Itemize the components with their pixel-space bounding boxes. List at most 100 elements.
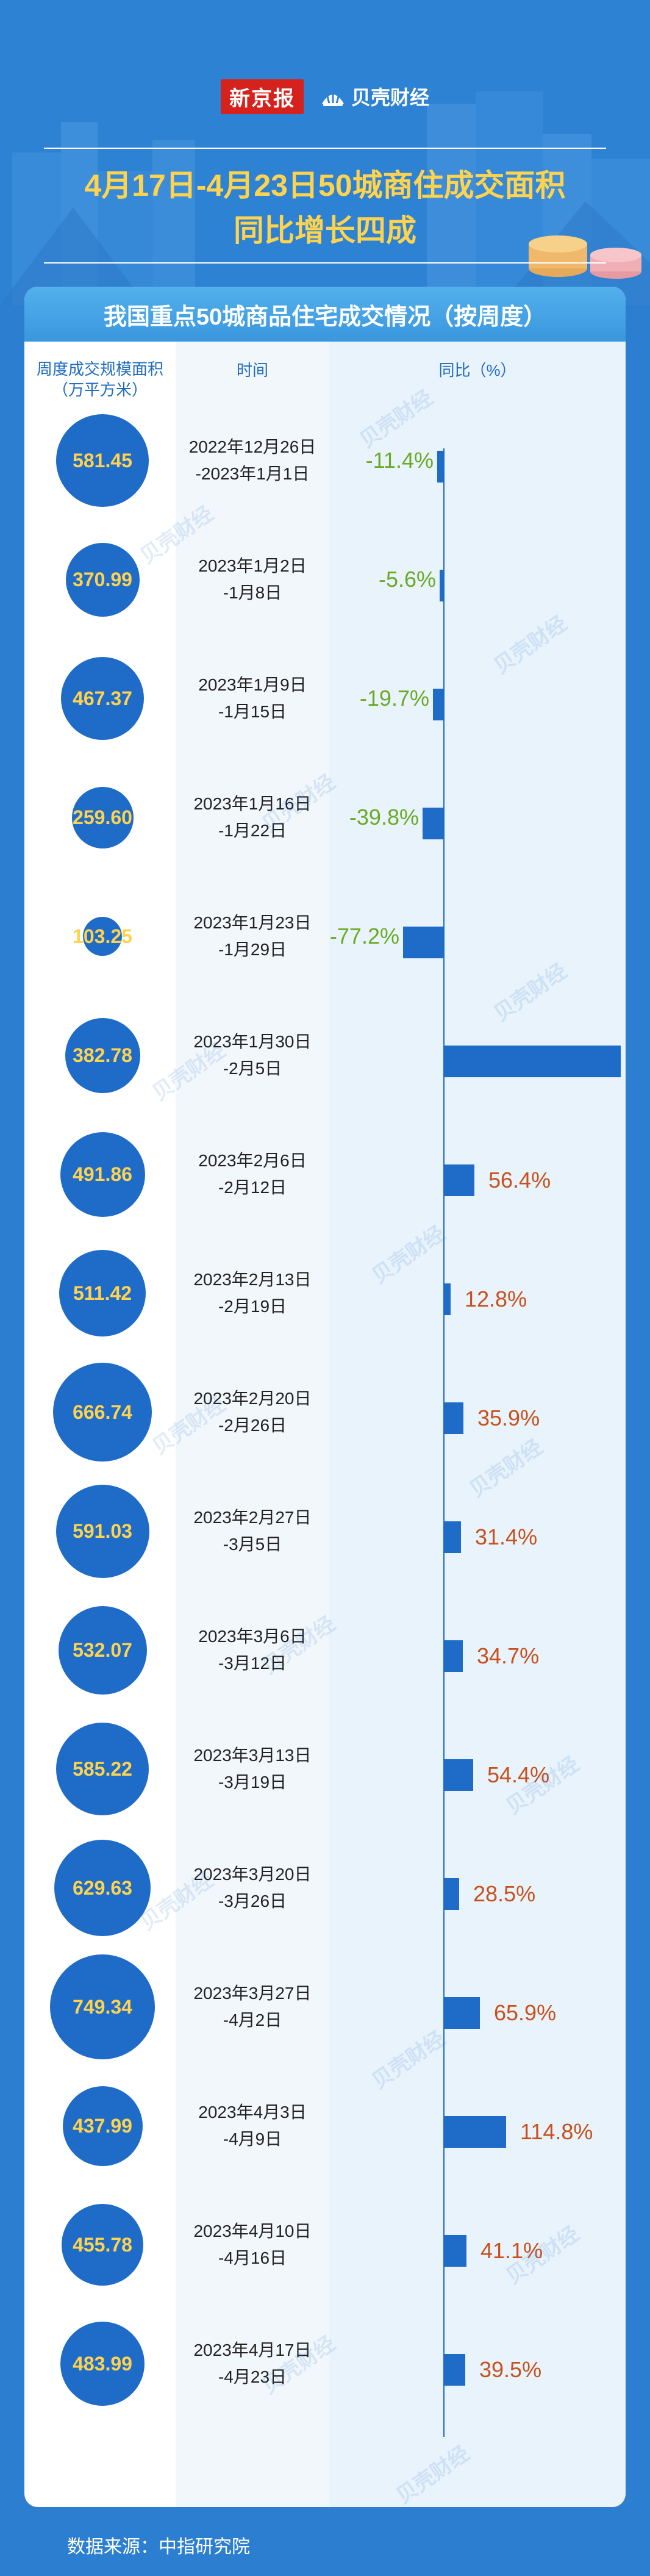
time-label-start: 2023年3月6日 bbox=[198, 1627, 307, 1646]
header-area: 周度成交规模面积 （万平方米） bbox=[24, 359, 176, 400]
yoy-bar bbox=[444, 2235, 466, 2267]
area-circle: 591.03 bbox=[55, 1484, 149, 1578]
time-label-end: -2月12日 bbox=[218, 1178, 287, 1197]
yoy-label: 114.8% bbox=[520, 2119, 593, 2144]
time-label: 2023年2月13日 -2月19日 bbox=[176, 1266, 329, 1320]
title-rule-bottom bbox=[44, 262, 606, 264]
chart-panel: 我国重点50城商品住宅成交情况（按周度） 周度成交规模面积 （万平方米） 时间 … bbox=[24, 287, 626, 2507]
area-circle: 259.60 bbox=[71, 786, 134, 849]
area-circle: 483.99 bbox=[60, 2322, 145, 2406]
time-label: 2022年12月26日 -2023年1月1日 bbox=[176, 434, 329, 487]
time-label-end: -3月19日 bbox=[218, 1773, 287, 1792]
yoy-label: -77.2% bbox=[329, 924, 399, 949]
beike-finance-text: 贝壳财经 bbox=[351, 87, 429, 109]
time-label: 2023年2月6日 -2月12日 bbox=[176, 1147, 329, 1201]
yoy-label: -19.7% bbox=[359, 686, 429, 711]
time-label-start: 2023年2月27日 bbox=[193, 1508, 312, 1527]
time-label: 2023年4月10日 -4月16日 bbox=[176, 2218, 329, 2272]
area-circle: 467.37 bbox=[61, 657, 144, 740]
yoy-bar bbox=[444, 2116, 506, 2148]
time-label-start: 2023年4月10日 bbox=[193, 2222, 312, 2241]
time-label-end: -2月26日 bbox=[218, 1416, 287, 1435]
time-label: 2023年1月16日 -1月22日 bbox=[176, 791, 329, 844]
yoy-bar bbox=[423, 808, 443, 839]
time-label-start: 2023年1月9日 bbox=[198, 675, 307, 694]
yoy-bar bbox=[444, 1402, 463, 1434]
time-label-end: -2月19日 bbox=[218, 1297, 287, 1316]
time-label-end: -1月8日 bbox=[223, 583, 282, 602]
yoy-label: 31.4% bbox=[475, 1524, 538, 1549]
time-label-end: -4月16日 bbox=[218, 2248, 287, 2267]
title-line-1: 4月17日-4月23日50城商住成交面积 bbox=[84, 168, 566, 203]
yoy-label: 56.4% bbox=[488, 1168, 551, 1193]
time-label-start: 2023年4月17日 bbox=[193, 2341, 312, 2359]
area-circle: 437.99 bbox=[62, 2086, 143, 2166]
header-time: 时间 bbox=[236, 361, 268, 379]
time-label-end: -1月29日 bbox=[218, 940, 287, 959]
yoy-label: 65.9% bbox=[494, 2000, 557, 2025]
yoy-label: 12.8% bbox=[465, 1286, 527, 1311]
title-line-2: 同比增长四成 bbox=[234, 213, 416, 248]
area-circle: 455.78 bbox=[62, 2204, 143, 2286]
yoy-bar bbox=[444, 2354, 465, 2386]
area-circle: 382.78 bbox=[65, 1017, 140, 1093]
area-circle: 491.86 bbox=[60, 1132, 145, 1217]
area-circle: 749.34 bbox=[50, 1954, 155, 2059]
time-label-start: 2023年4月3日 bbox=[198, 2103, 307, 2122]
panel-title: 我国重点50城商品住宅成交情况（按周度） bbox=[24, 287, 626, 342]
yoy-bar bbox=[444, 1759, 473, 1791]
area-circle: 581.45 bbox=[56, 414, 149, 507]
time-label-start: 2023年3月20日 bbox=[193, 1865, 312, 1884]
time-label-end: -4月2日 bbox=[223, 2011, 282, 2029]
time-label-end: -2月5日 bbox=[223, 1059, 282, 1078]
time-label: 2023年3月13日 -3月19日 bbox=[176, 1742, 329, 1796]
area-circle: 103.25 bbox=[73, 917, 132, 956]
time-label: 2023年3月6日 -3月12日 bbox=[176, 1623, 329, 1677]
time-label: 2023年2月20日 -2月26日 bbox=[176, 1385, 329, 1439]
time-label-end: -3月5日 bbox=[223, 1535, 282, 1554]
xinjingbao-logo: 新京报 bbox=[220, 79, 304, 114]
yoy-bar bbox=[433, 689, 443, 720]
time-label-start: 2023年2月20日 bbox=[193, 1389, 312, 1408]
time-label-end: -3月26日 bbox=[218, 1892, 287, 1910]
time-label-end: -3月12日 bbox=[218, 1654, 287, 1673]
time-label-start: 2023年2月6日 bbox=[198, 1151, 307, 1170]
time-label: 2023年3月27日 -4月2日 bbox=[176, 1980, 329, 2034]
time-label-end: -1月15日 bbox=[218, 702, 287, 721]
time-label-end: -2023年1月1日 bbox=[195, 464, 310, 483]
yoy-bar bbox=[444, 1521, 461, 1553]
yoy-label: 39.5% bbox=[479, 2357, 542, 2382]
time-label: 2023年1月23日 -1月29日 bbox=[176, 909, 329, 963]
yoy-label: -11.4% bbox=[365, 448, 434, 473]
yoy-bar bbox=[437, 451, 443, 483]
yoy-label: 41.1% bbox=[480, 2238, 543, 2263]
yoy-bar bbox=[444, 1283, 451, 1315]
area-circle: 511.42 bbox=[59, 1250, 146, 1336]
time-label: 2023年4月3日 -4月9日 bbox=[176, 2099, 329, 2153]
time-label-start: 2023年1月30日 bbox=[193, 1032, 312, 1051]
header-area-line2: （万平方米） bbox=[52, 381, 148, 399]
yoy-label: -39.8% bbox=[349, 805, 419, 830]
shell-icon bbox=[321, 89, 344, 106]
time-label-start: 2022年12月26日 bbox=[188, 437, 316, 456]
yoy-bar bbox=[444, 1640, 463, 1672]
yoy-bar bbox=[444, 1997, 480, 2029]
time-label: 2023年4月17日 -4月23日 bbox=[176, 2337, 329, 2391]
yoy-bar bbox=[440, 570, 443, 601]
area-circle: 532.07 bbox=[58, 1606, 147, 1695]
time-label-start: 2023年3月13日 bbox=[193, 1746, 312, 1765]
header-area-line1: 周度成交规模面积 bbox=[36, 360, 163, 378]
data-source: 数据来源：中指研究院 bbox=[67, 2537, 250, 2557]
title-rule-top bbox=[44, 148, 606, 149]
beike-finance-logo: 贝壳财经 bbox=[320, 82, 429, 110]
area-circle: 585.22 bbox=[56, 1723, 149, 1815]
time-label-start: 2023年1月16日 bbox=[193, 794, 312, 813]
time-column-bg bbox=[176, 342, 329, 2507]
yoy-label: 54.4% bbox=[487, 1762, 550, 1787]
time-label-end: -4月9日 bbox=[223, 2129, 282, 2148]
brand-row: 新京报 贝壳财经 bbox=[0, 78, 650, 115]
time-label: 2023年1月9日 -1月15日 bbox=[176, 672, 329, 725]
yoy-label: 34.7% bbox=[477, 1643, 540, 1668]
time-label: 2023年1月30日 -2月5日 bbox=[176, 1028, 329, 1082]
time-label-start: 2023年2月13日 bbox=[193, 1270, 312, 1289]
